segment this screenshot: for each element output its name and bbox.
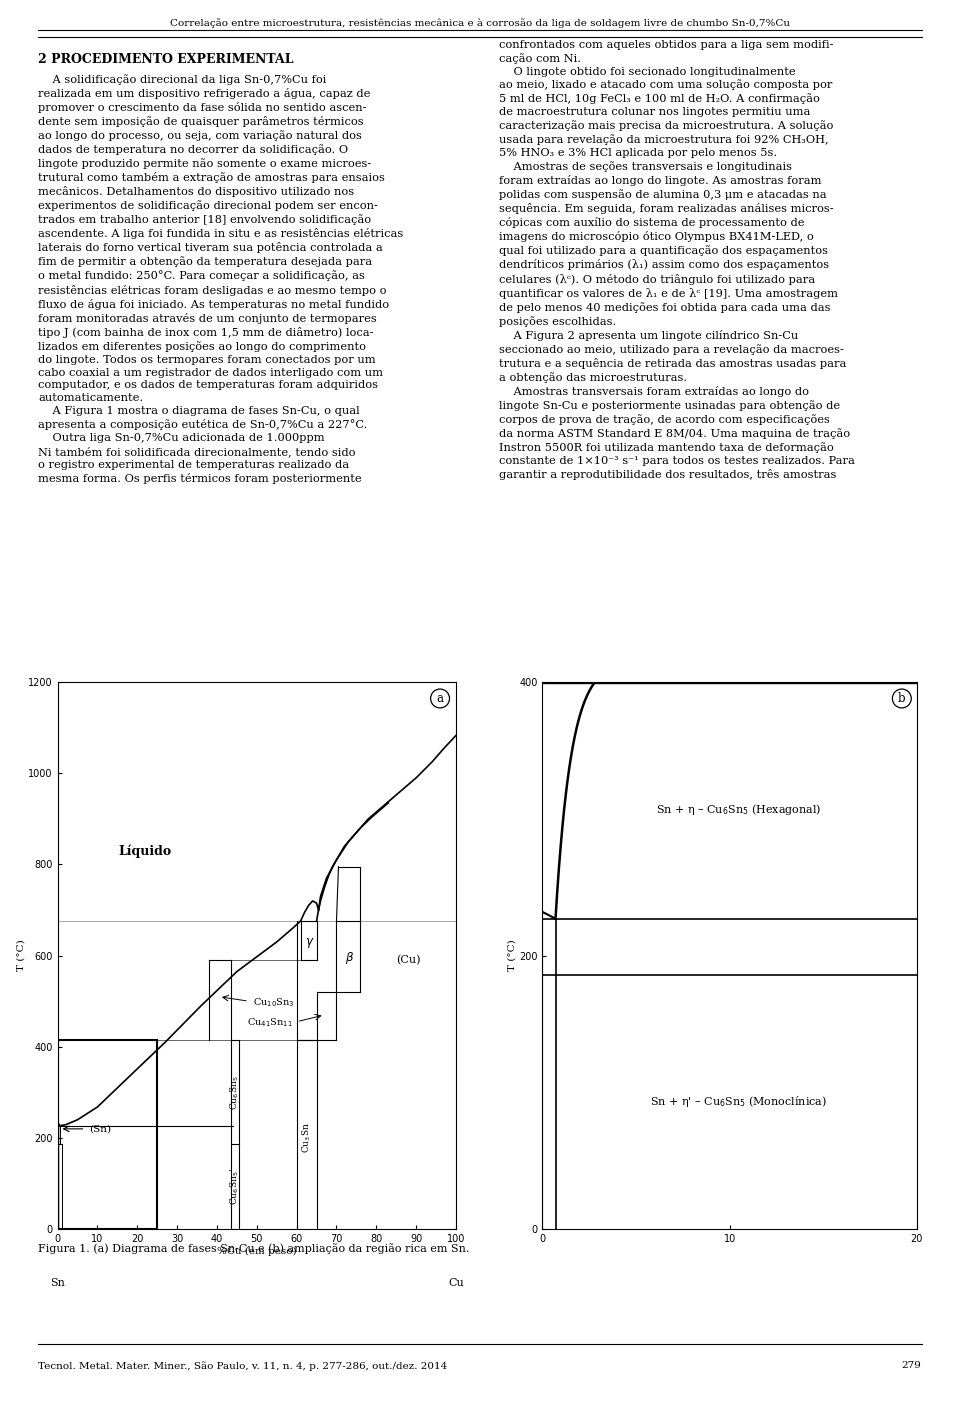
- Text: A solidificação direcional da liga Sn-0,7%Cu foi
realizada em um dispositivo ref: A solidificação direcional da liga Sn-0,…: [38, 74, 403, 483]
- Text: γ: γ: [305, 935, 312, 948]
- Text: Líquido: Líquido: [119, 844, 172, 857]
- Text: (Sn): (Sn): [89, 1124, 111, 1134]
- Text: Cu$_3$Sn: Cu$_3$Sn: [300, 1123, 313, 1154]
- Text: a: a: [437, 692, 444, 705]
- Text: Cu: Cu: [448, 1279, 464, 1289]
- Text: Cu$_{10}$Sn$_3$: Cu$_{10}$Sn$_3$: [252, 996, 295, 1009]
- Text: Cu$_6$Sn$_5$: Cu$_6$Sn$_5$: [228, 1076, 241, 1110]
- Text: (Cu): (Cu): [396, 955, 420, 965]
- Text: Tecnol. Metal. Mater. Miner., São Paulo, v. 11, n. 4, p. 277-286, out./dez. 2014: Tecnol. Metal. Mater. Miner., São Paulo,…: [38, 1361, 447, 1371]
- Text: 2 PROCEDIMENTO EXPERIMENTAL: 2 PROCEDIMENTO EXPERIMENTAL: [38, 53, 294, 65]
- Text: Figura 1. (a) Diagrama de fases Sn-Cu e (b) ampliação da região rica em Sn.: Figura 1. (a) Diagrama de fases Sn-Cu e …: [38, 1243, 469, 1255]
- Y-axis label: T (°C): T (°C): [16, 939, 25, 972]
- Text: 279: 279: [901, 1361, 922, 1370]
- Text: Sn + η' – Cu$_6$Sn$_5$ (Monoclínica): Sn + η' – Cu$_6$Sn$_5$ (Monoclínica): [651, 1094, 828, 1110]
- Text: Cu$_6$Sn$_5$': Cu$_6$Sn$_5$': [228, 1168, 241, 1205]
- Text: confrontados com aqueles obtidos para a liga sem modifi-
cação com Ni.
    O lin: confrontados com aqueles obtidos para a …: [499, 40, 855, 480]
- Text: β: β: [345, 952, 352, 965]
- Text: Correlação entre microestrutura, resistências mecânica e à corrosão da liga de s: Correlação entre microestrutura, resistê…: [170, 18, 790, 27]
- Text: Sn + η – Cu$_6$Sn$_5$ (Hexagonal): Sn + η – Cu$_6$Sn$_5$ (Hexagonal): [657, 801, 822, 817]
- Y-axis label: T (°C): T (°C): [507, 939, 516, 972]
- Text: Sn: Sn: [50, 1279, 64, 1289]
- Bar: [58, 1040, 157, 1229]
- X-axis label: %Cu (em peso): %Cu (em peso): [217, 1246, 297, 1256]
- Text: Cu$_{41}$Sn$_{11}$: Cu$_{41}$Sn$_{11}$: [247, 1016, 293, 1029]
- Text: b: b: [898, 692, 905, 705]
